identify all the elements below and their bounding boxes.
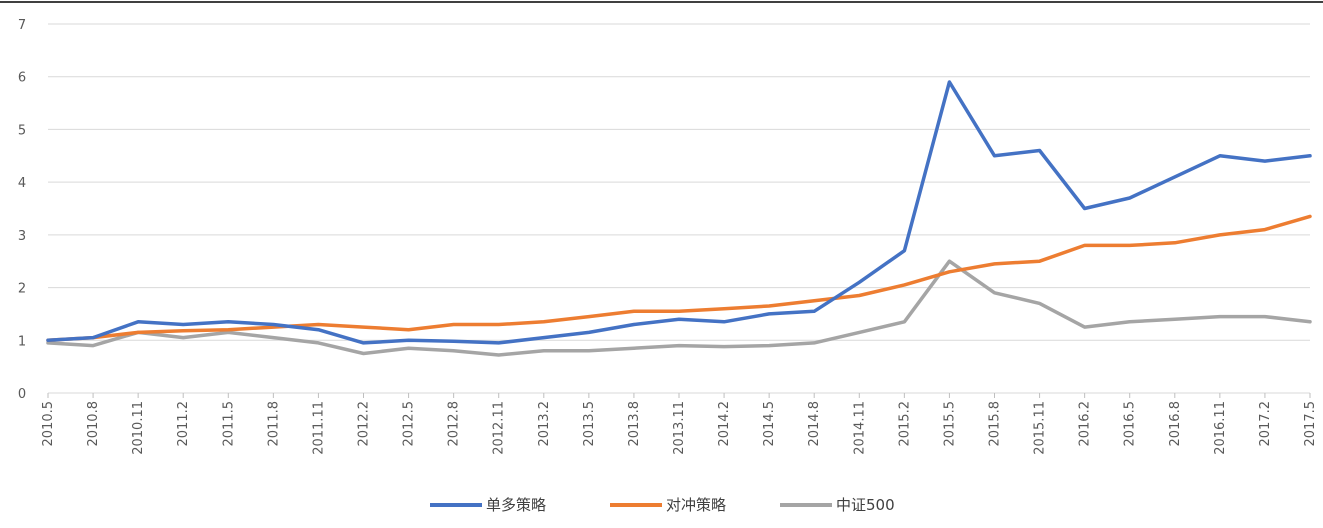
x-tick-label: 2016.5 <box>1123 401 1138 447</box>
y-tick-label: 7 <box>18 18 26 33</box>
x-tick-label: 2011.5 <box>221 401 236 447</box>
legend-label: 单多策略 <box>486 496 546 514</box>
x-tick-label: 2014.2 <box>717 401 732 447</box>
legend: 单多策略 对冲策略 中证500 <box>430 496 895 514</box>
x-tick-label: 2011.2 <box>176 401 191 447</box>
x-tick-label: 2012.2 <box>357 401 372 447</box>
x-tick-label: 2012.8 <box>447 401 462 447</box>
x-tick-label: 2010.11 <box>131 401 146 455</box>
y-axis: 0 1 2 3 4 5 6 7 <box>18 18 26 402</box>
x-tick-label: 2017.5 <box>1303 401 1318 447</box>
x-tick-label: 2013.11 <box>672 401 687 455</box>
y-tick-label: 2 <box>18 282 26 297</box>
series-line-0 <box>46 80 1312 345</box>
x-tick-label: 2013.5 <box>582 401 597 447</box>
gridlines <box>48 23 1310 394</box>
x-tick-label: 2014.5 <box>762 401 777 447</box>
x-tick-label: 2015.5 <box>942 401 957 447</box>
x-tick-label: 2011.8 <box>266 401 281 447</box>
legend-label: 对冲策略 <box>666 496 726 514</box>
y-tick-label: 3 <box>18 229 26 244</box>
y-tick-label: 5 <box>18 123 26 138</box>
x-tick-label: 2016.11 <box>1213 401 1228 455</box>
series-line-2 <box>46 259 1312 357</box>
legend-label: 中证500 <box>836 496 895 514</box>
x-axis: 2010.5 2010.8 2010.11 2011.2 2011.5 2011.8 201… <box>41 393 1318 455</box>
x-tick-label: 2010.5 <box>41 401 56 447</box>
y-tick-label: 1 <box>18 334 26 349</box>
x-tick-label: 2013.8 <box>627 401 642 447</box>
x-tick-label: 2015.11 <box>1033 401 1048 455</box>
x-tick-label: 2016.2 <box>1078 401 1093 447</box>
x-tick-label: 2011.11 <box>311 401 326 455</box>
x-tick-label: 2010.8 <box>86 401 101 447</box>
y-tick-label: 4 <box>18 176 26 191</box>
y-tick-label: 0 <box>18 387 26 402</box>
x-tick-label: 2012.11 <box>492 401 507 455</box>
y-tick-label: 6 <box>18 71 26 86</box>
x-tick-label: 2015.8 <box>988 401 1003 447</box>
x-tick-label: 2014.8 <box>807 401 822 447</box>
series-line-1 <box>46 214 1312 343</box>
x-tick-label: 2012.5 <box>402 401 417 447</box>
x-tick-label: 2013.2 <box>537 401 552 447</box>
x-tick-label: 2014.11 <box>852 401 867 455</box>
x-tick-label: 2017.2 <box>1258 401 1273 447</box>
x-tick-label: 2015.2 <box>897 401 912 447</box>
x-tick-label: 2016.8 <box>1168 401 1183 447</box>
series-lines <box>46 80 1312 357</box>
